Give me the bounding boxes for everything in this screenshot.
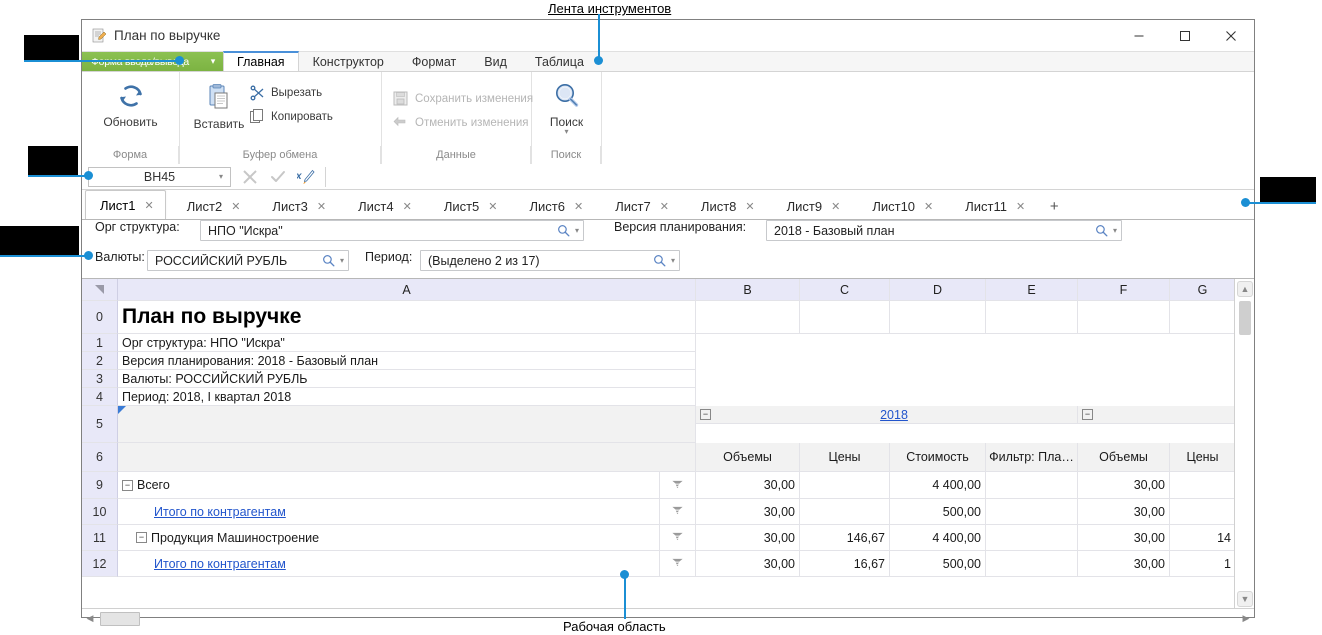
svg-text:x: x	[297, 171, 302, 182]
